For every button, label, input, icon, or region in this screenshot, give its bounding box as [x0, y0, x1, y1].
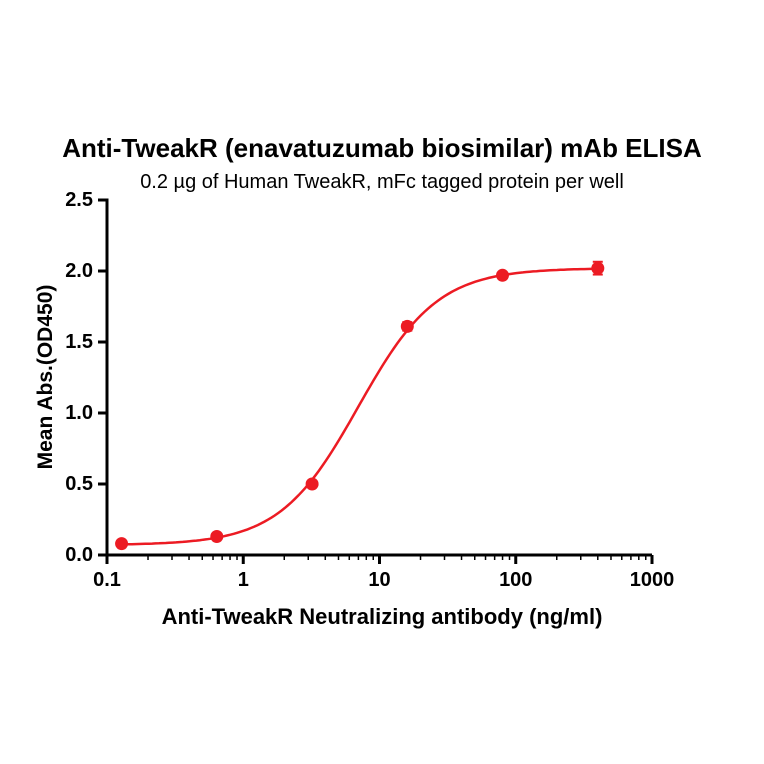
x-axis-label: Anti-TweakR Neutralizing antibody (ng/ml…: [161, 604, 603, 629]
svg-text:0.0: 0.0: [65, 544, 93, 566]
svg-text:2.0: 2.0: [65, 260, 93, 282]
svg-text:2.5: 2.5: [65, 189, 93, 211]
svg-text:1: 1: [238, 569, 249, 591]
svg-text:1.0: 1.0: [65, 402, 93, 424]
svg-text:10: 10: [368, 569, 390, 591]
svg-text:0.5: 0.5: [65, 473, 93, 495]
svg-text:100: 100: [499, 569, 532, 591]
svg-text:1.5: 1.5: [65, 331, 93, 353]
svg-text:0.1: 0.1: [93, 569, 121, 591]
chart-title: Anti-TweakR (enavatuzumab biosimilar) mA…: [62, 133, 702, 163]
svg-text:1000: 1000: [630, 569, 675, 591]
chart-subtitle: 0.2 µg of Human TweakR, mFc tagged prote…: [140, 171, 624, 193]
